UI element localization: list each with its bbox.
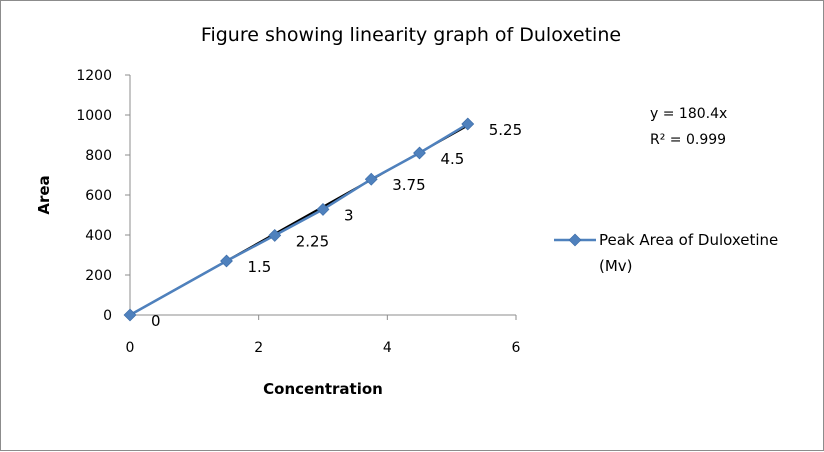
y-tick-label: 0 <box>103 308 112 324</box>
data-point-label: 1.5 <box>248 258 272 276</box>
equation-annotation: y = 180.4x <box>650 106 727 122</box>
r-squared-annotation: R² = 0.999 <box>650 132 726 148</box>
x-axis-title: Concentration <box>263 380 383 398</box>
series-group <box>123 117 475 322</box>
data-point-label: 5.25 <box>489 121 522 139</box>
y-tick-label: 800 <box>85 148 112 164</box>
data-point-label: 3.75 <box>392 176 425 194</box>
data-labels: 0 1.5 2.25 3 3.75 4.5 5.25 <box>151 121 522 330</box>
data-point-marker <box>461 117 475 131</box>
tick-labels: 0 200 400 600 800 1000 1200 0 2 4 6 <box>76 68 520 356</box>
y-tick-label: 400 <box>85 228 112 244</box>
legend-diamond-marker <box>568 233 582 247</box>
data-point-marker <box>220 254 233 268</box>
data-point-marker <box>364 172 378 186</box>
chart-title: Figure showing linearity graph of Duloxe… <box>201 24 621 46</box>
data-point-marker <box>123 308 137 322</box>
data-point-marker <box>268 228 282 242</box>
x-tick-label: 4 <box>383 340 392 356</box>
data-point-label: 2.25 <box>296 232 329 250</box>
y-tick-label: 600 <box>85 188 112 204</box>
x-tick-label: 2 <box>254 340 263 356</box>
data-point-marker <box>316 202 330 216</box>
legend-label-line-1: Peak Area of Duloxetine <box>599 231 778 249</box>
axis-ticks <box>125 74 517 320</box>
legend-label-line-2: (Mv) <box>599 257 633 275</box>
data-point-label: 4.5 <box>441 150 465 168</box>
data-point-marker <box>413 146 426 160</box>
y-tick-label: 1200 <box>76 68 112 84</box>
y-tick-label: 1000 <box>76 108 112 124</box>
legend: Peak Area of Duloxetine (Mv) <box>554 231 778 275</box>
y-tick-label: 200 <box>85 268 112 284</box>
x-tick-label: 0 <box>126 340 135 356</box>
data-point-label: 0 <box>151 312 161 330</box>
data-point-label: 3 <box>344 206 354 224</box>
y-axis-title: Area <box>35 175 53 214</box>
plot-area: 0 200 400 600 800 1000 1200 0 2 4 6 0 1.5 2.25 3 3.75 4… <box>76 68 522 356</box>
x-tick-label: 6 <box>512 340 521 356</box>
